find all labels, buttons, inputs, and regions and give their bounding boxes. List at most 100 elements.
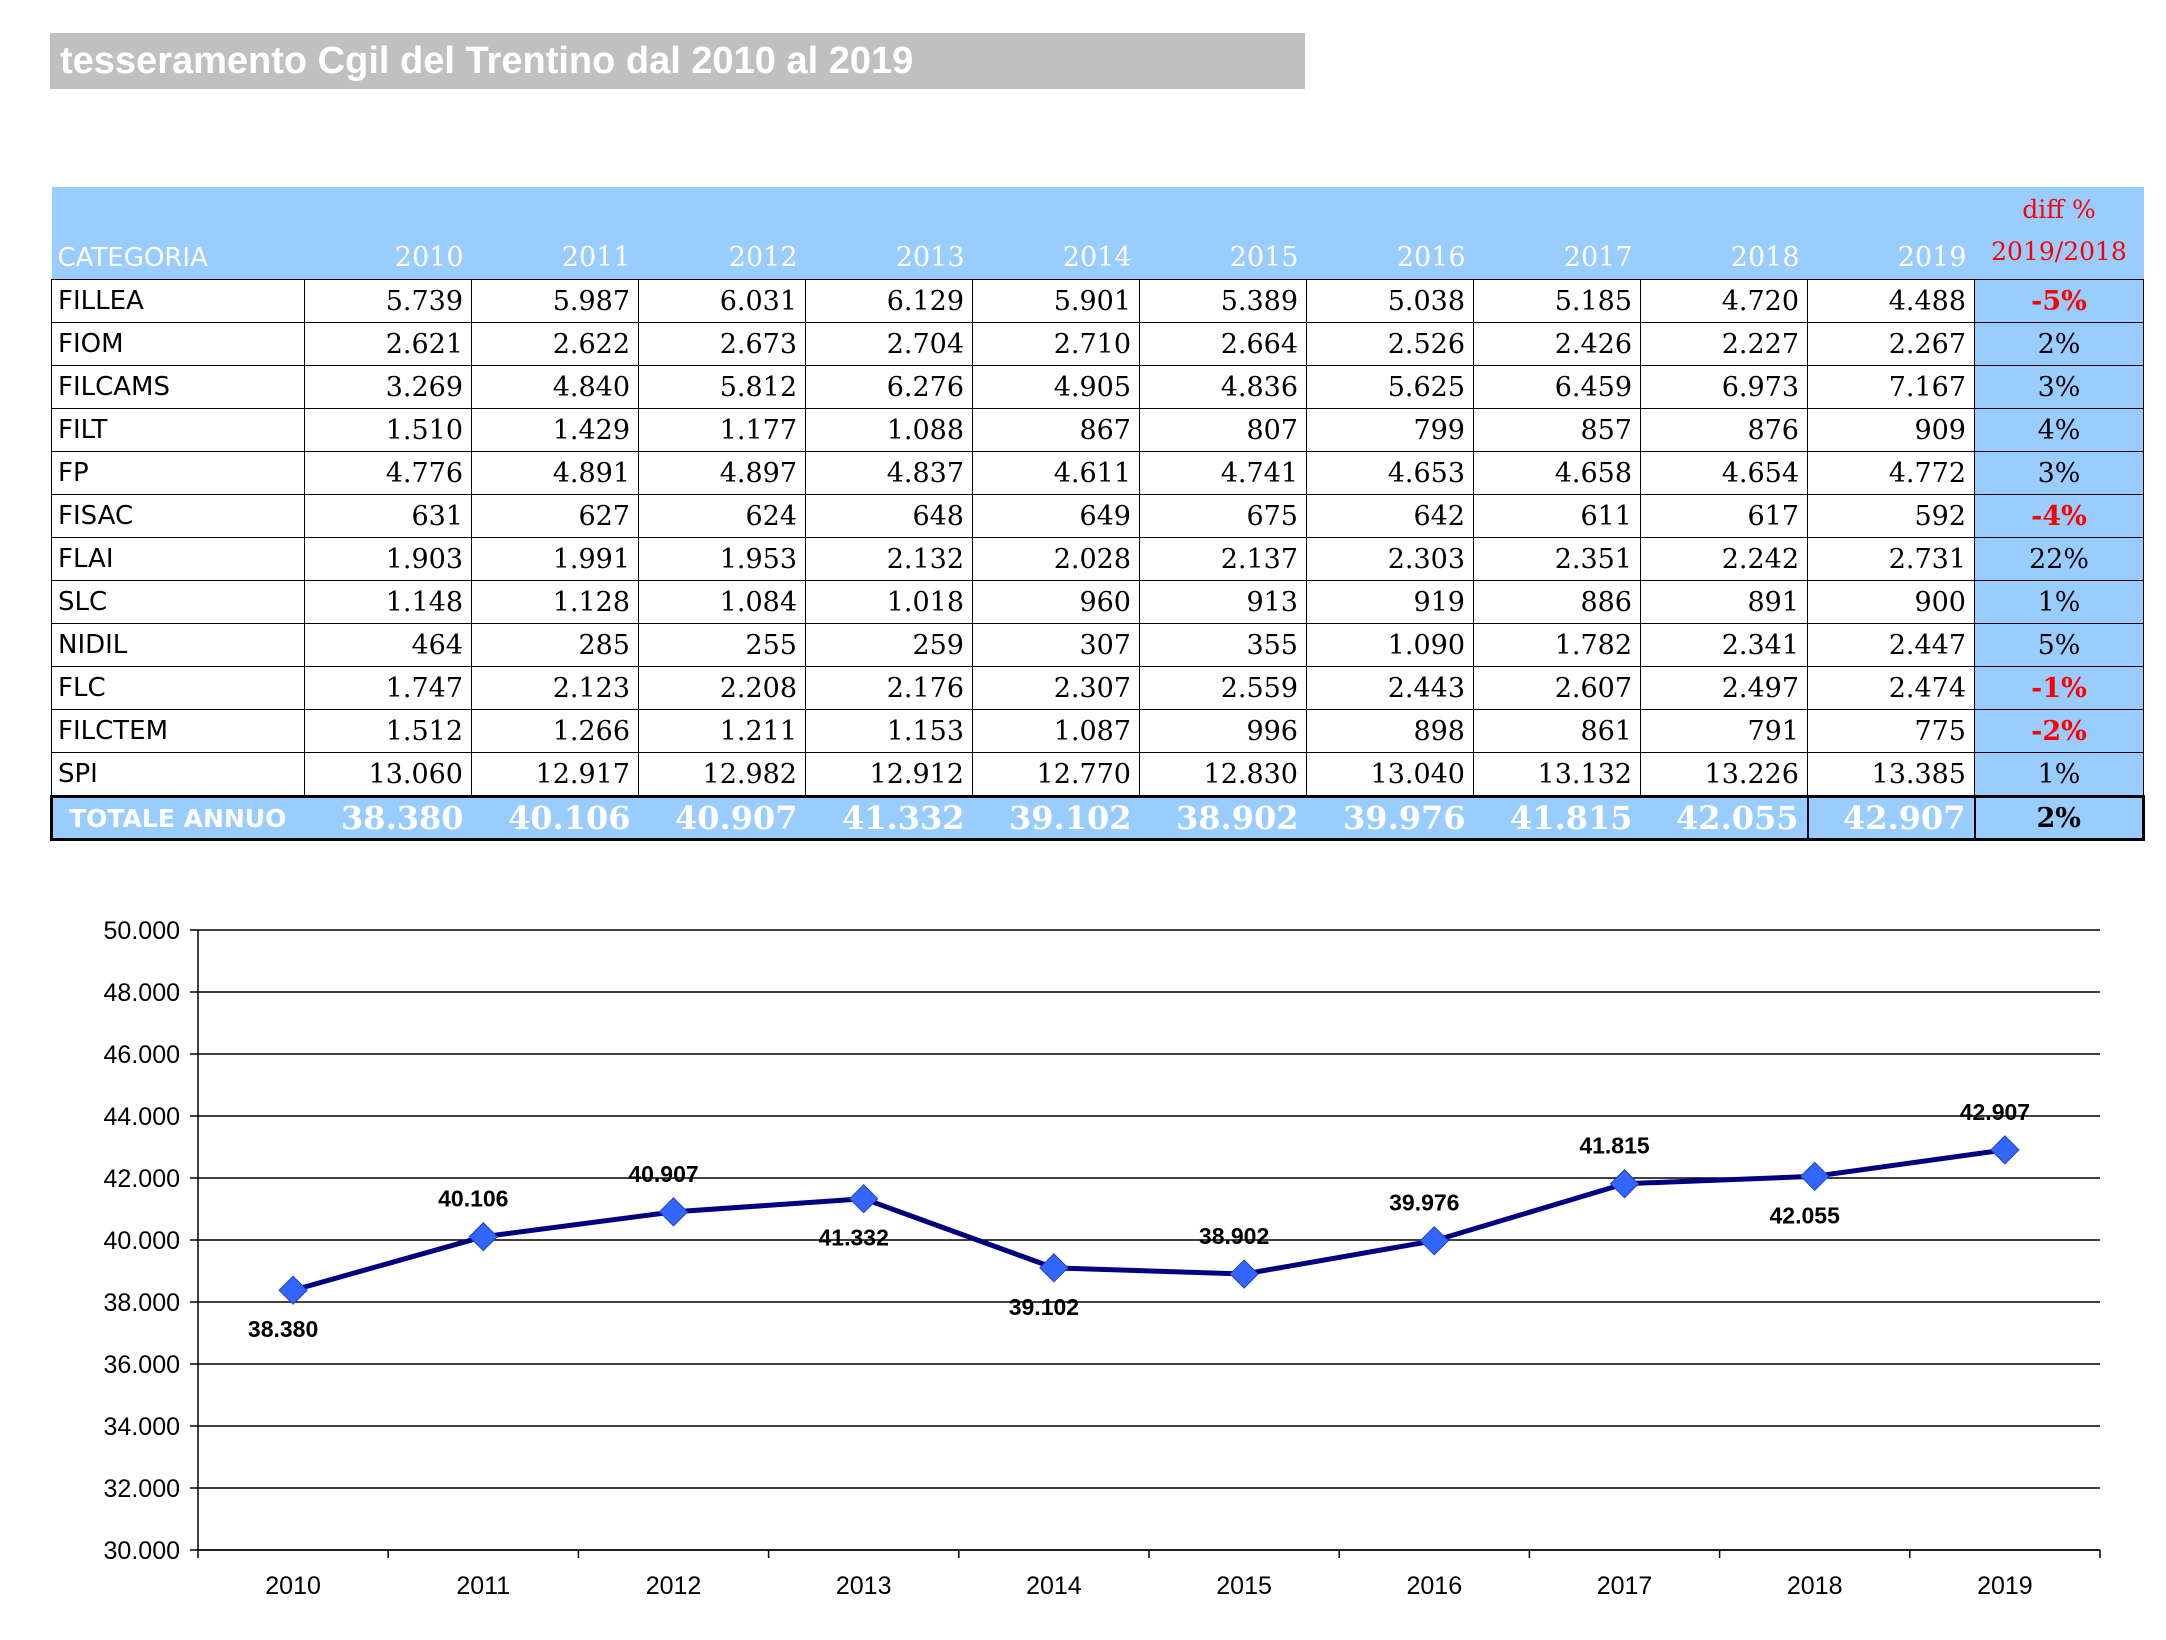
total-label: TOTALE ANNUO	[50, 795, 305, 841]
member-count: 6.459	[1473, 365, 1641, 409]
member-count: 648	[805, 494, 973, 538]
data-label: 42.907	[1960, 1099, 2030, 1125]
total-count: 42.907	[1806, 795, 1975, 841]
category-name: FIOM	[51, 322, 305, 366]
member-count: 2.303	[1306, 537, 1474, 581]
diff-percent: -5%	[1974, 279, 2144, 323]
category-name: FILLEA	[51, 279, 305, 323]
member-count: 4.654	[1640, 451, 1808, 495]
member-count: 259	[805, 623, 973, 667]
category-name: FILT	[51, 408, 305, 452]
member-count: 464	[304, 623, 472, 667]
data-point-marker	[848, 1184, 879, 1214]
table-row: FILCAMS 3.269 4.840 5.812 6.276 4.905 4.836 5.6…	[51, 365, 2144, 409]
member-count: 2.559	[1139, 666, 1307, 710]
year-header: 2014	[972, 187, 1140, 280]
member-count: 5.812	[638, 365, 806, 409]
member-count: 807	[1139, 408, 1307, 452]
member-count: 2.208	[638, 666, 806, 710]
total-count: 39.102	[972, 795, 1140, 841]
member-count: 6.129	[805, 279, 973, 323]
year-header: 2015	[1139, 187, 1307, 280]
total-diff-percent: 2%	[1973, 795, 2145, 841]
table-row: FISAC 631 627 624 648 649 675 642 611 617 592 -4%	[51, 494, 2144, 538]
x-tick-label: 2010	[265, 1572, 321, 1600]
table-row: SLC 1.148 1.128 1.084 1.018 960 913 919 886 891 90…	[51, 580, 2144, 624]
membership-line-chart: 30.000 32.000 34.000 36.000 38.000 40.000 42.0…	[104, 917, 2101, 1600]
member-count: 4.611	[972, 451, 1140, 495]
member-count: 876	[1640, 408, 1808, 452]
member-count: 592	[1807, 494, 1975, 538]
table-row: FIOM 2.621 2.622 2.673 2.704 2.710 2.664 2.526 2…	[51, 322, 2144, 366]
data-label: 39.102	[1009, 1294, 1079, 1320]
member-count: 642	[1306, 494, 1474, 538]
category-name: FILCTEM	[51, 709, 305, 753]
diff-percent: 1%	[1974, 580, 2144, 624]
member-count: 5.987	[471, 279, 639, 323]
member-count: 1.903	[304, 537, 472, 581]
total-count: 38.380	[304, 795, 472, 841]
member-count: 867	[972, 408, 1140, 452]
x-tick-label: 2015	[1216, 1572, 1272, 1600]
member-count: 1.991	[471, 537, 639, 581]
member-count: 13.226	[1640, 752, 1808, 797]
table-header-row: CATEGORIA 2010 2011 2012 2013 2014 2015 …	[51, 187, 2144, 280]
data-label: 40.907	[628, 1161, 698, 1187]
member-count: 799	[1306, 408, 1474, 452]
member-count: 5.625	[1306, 365, 1474, 409]
member-count: 12.982	[638, 752, 806, 797]
member-count: 2.137	[1139, 537, 1307, 581]
diff-percent: 2%	[1974, 322, 2144, 366]
member-count: 2.443	[1306, 666, 1474, 710]
member-count: 2.673	[638, 322, 806, 366]
member-count: 307	[972, 623, 1140, 667]
member-count: 6.276	[805, 365, 973, 409]
member-count: 2.028	[972, 537, 1140, 581]
member-count: 1.747	[304, 666, 472, 710]
member-count: 5.739	[304, 279, 472, 323]
member-count: 1.153	[805, 709, 973, 753]
member-count: 886	[1473, 580, 1641, 624]
year-header: 2010	[304, 187, 472, 280]
total-count: 41.332	[805, 795, 973, 841]
table-row: FILT 1.510 1.429 1.177 1.088 867 807 799 857 876 9…	[51, 408, 2144, 452]
diff-percent: 5%	[1974, 623, 2144, 667]
diff-percent: 1%	[1974, 752, 2144, 797]
member-count: 2.426	[1473, 322, 1641, 366]
year-header: 2016	[1306, 187, 1474, 280]
diff-header-line1: diff %	[2022, 195, 2096, 224]
diff-percent: 22%	[1974, 537, 2144, 581]
member-count: 13.060	[304, 752, 472, 797]
member-count: 4.720	[1640, 279, 1808, 323]
member-count: 2.474	[1807, 666, 1975, 710]
y-tick-label: 36.000	[104, 1351, 180, 1379]
category-name: FP	[51, 451, 305, 495]
member-count: 355	[1139, 623, 1307, 667]
member-count: 624	[638, 494, 806, 538]
member-count: 5.038	[1306, 279, 1474, 323]
diff-header: diff % 2019/2018	[1974, 187, 2144, 280]
data-point-marker	[1609, 1169, 1640, 1199]
member-count: 649	[972, 494, 1140, 538]
member-count: 2.710	[972, 322, 1140, 366]
year-header: 2013	[805, 187, 973, 280]
category-header: CATEGORIA	[51, 187, 305, 280]
member-count: 627	[471, 494, 639, 538]
member-count: 4.837	[805, 451, 973, 495]
member-count: 1.148	[304, 580, 472, 624]
x-tick-label: 2012	[646, 1572, 702, 1600]
category-name: SPI	[51, 752, 305, 797]
data-label: 42.055	[1770, 1202, 1841, 1228]
data-point-marker	[1419, 1226, 1450, 1256]
member-count: 611	[1473, 494, 1641, 538]
member-count: 857	[1473, 408, 1641, 452]
member-count: 4.897	[638, 451, 806, 495]
member-count: 1.090	[1306, 623, 1474, 667]
member-count: 1.177	[638, 408, 806, 452]
member-count: 5.901	[972, 279, 1140, 323]
total-row: TOTALE ANNUO 38.380 40.106 40.907 41.332 39.1…	[50, 795, 2145, 841]
diff-percent: -2%	[1974, 709, 2144, 753]
member-count: 898	[1306, 709, 1474, 753]
diff-header-line2: 2019/2018	[1991, 237, 2127, 266]
table-row: FILLEA 5.739 5.987 6.031 6.129 5.901 5.389 5.03…	[51, 279, 2144, 323]
